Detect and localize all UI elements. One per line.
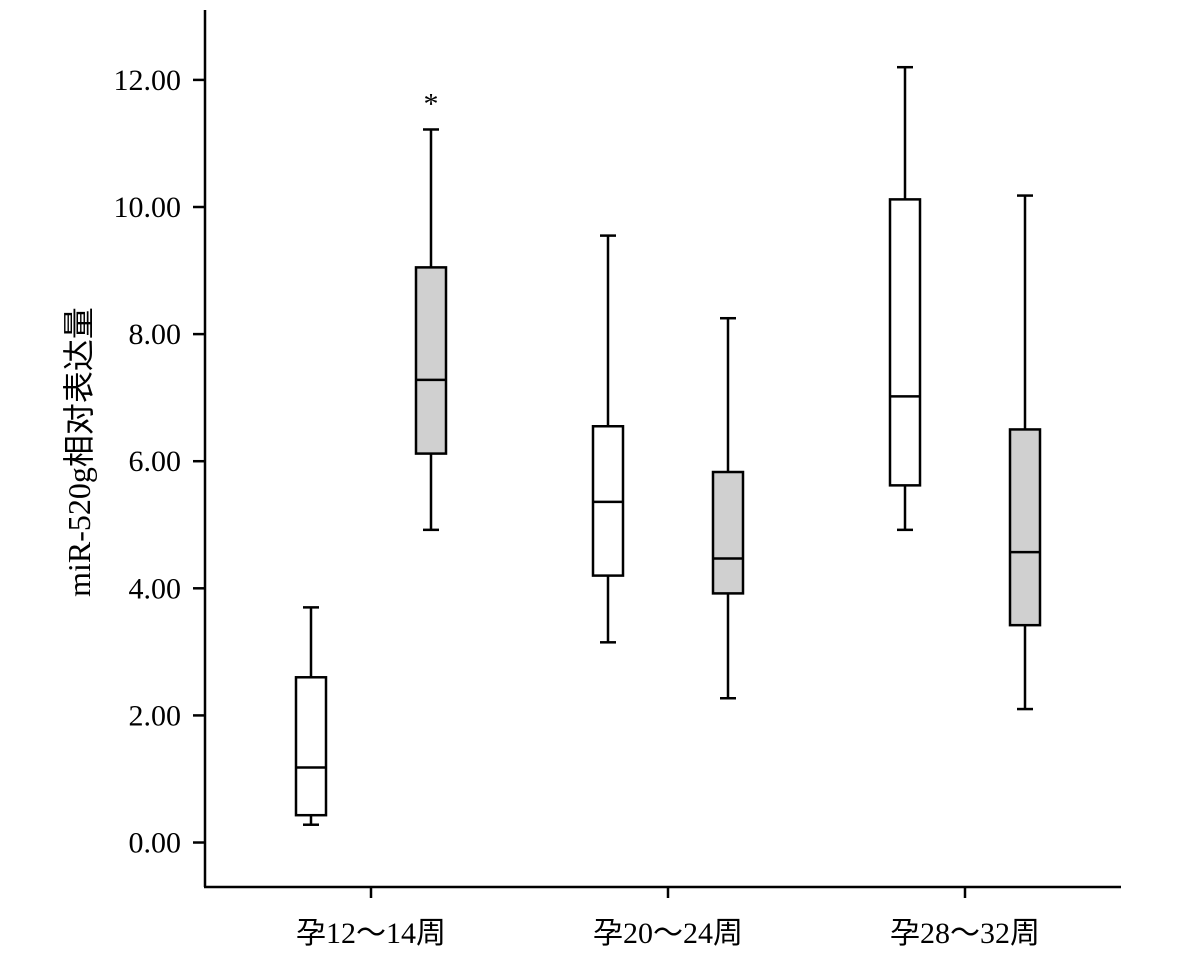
y-tick-label: 6.00: [129, 445, 182, 478]
iqr-box: [1008, 428, 1042, 627]
significance-marker: *: [424, 87, 439, 120]
iqr-box: [294, 676, 328, 817]
x-tick-label: 孕12～14周: [296, 917, 446, 950]
box-plot: *: [414, 87, 448, 532]
y-tick-label: 0.00: [129, 827, 182, 860]
iqr-box: [888, 198, 922, 487]
y-tick-label: 2.00: [129, 699, 182, 732]
x-tick-label: 孕28～32周: [890, 917, 1040, 950]
box-series: *: [294, 65, 1042, 826]
x-axis-ticks: 孕12～14周 孕20～24周 孕28～32周: [296, 887, 1040, 950]
y-tick-label: 8.00: [129, 318, 182, 351]
y-axis-ticks: 0.00 2.00 4.00 6.00 8.00 10.00 12.00: [114, 64, 205, 860]
y-tick-label: 12.00: [114, 64, 182, 97]
y-tick-label: 4.00: [129, 572, 182, 605]
box-plot: [888, 65, 922, 532]
iqr-box: [414, 266, 448, 455]
box-plot: [1008, 194, 1042, 711]
y-tick-label: 10.00: [114, 191, 182, 224]
iqr-box: [711, 470, 745, 595]
box-plot: [711, 316, 745, 700]
x-tick-label: 孕20～24周: [593, 917, 743, 950]
box-plot: [294, 606, 328, 826]
y-axis-title: miR-520g相对表达量: [61, 307, 97, 597]
box-plot: [591, 234, 625, 644]
